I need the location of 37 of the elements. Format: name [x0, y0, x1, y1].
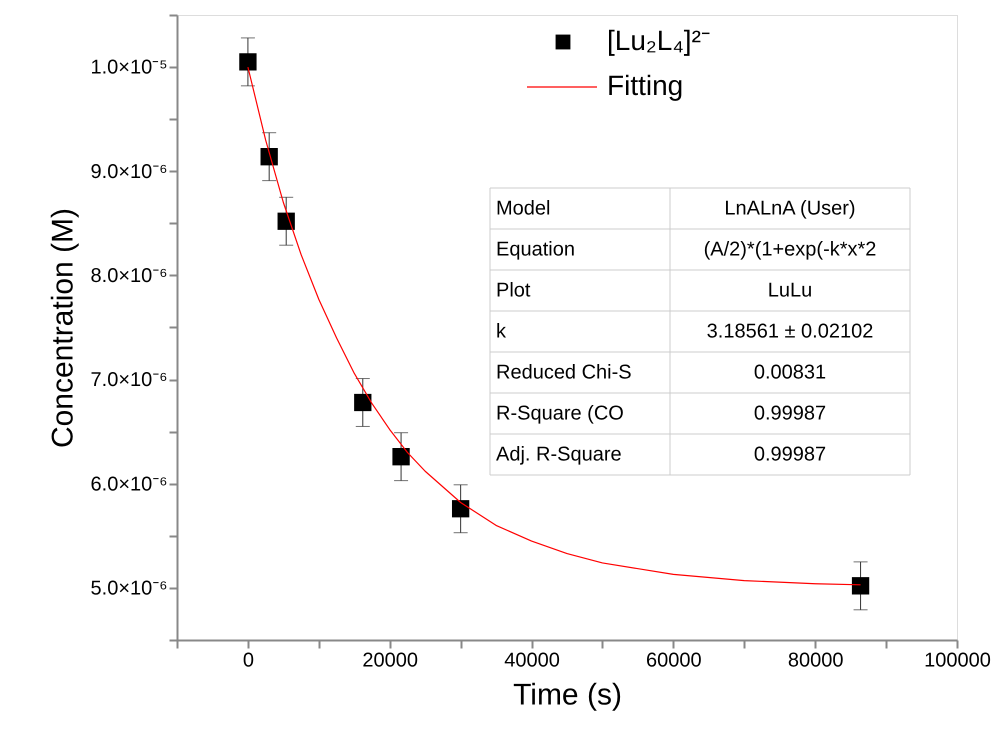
point [852, 577, 870, 594]
annotation: LuLu [768, 280, 812, 302]
point [260, 148, 278, 166]
annotation: R-Square (CO [496, 402, 624, 424]
annotation: Model [496, 198, 550, 220]
x-tick-label: 60000 [646, 650, 702, 672]
annotation: Reduced Chi-S [496, 362, 632, 384]
annotation: (A/2)*(1+exp(-k*x*2 [704, 238, 876, 260]
point [239, 53, 257, 71]
annotation: LnALnA (User) [724, 198, 856, 220]
x-tick-label: 20000 [362, 650, 418, 672]
annotation: Plot [496, 280, 531, 302]
y-tick-label: 1.0×10⁻⁵ [90, 56, 168, 79]
x-tick-label: 0 [242, 650, 254, 672]
annotation: Adj. R-Square [496, 444, 622, 466]
point [278, 212, 295, 230]
y-tick-label: 9.0×10⁻⁶ [90, 160, 168, 183]
x-tick-label: 100000 [924, 650, 991, 672]
point [392, 448, 410, 466]
y-tick-label: 5.0×10⁻⁶ [90, 577, 168, 600]
annotation: 0.99987 [754, 444, 826, 466]
annotation: Equation [496, 238, 575, 260]
y-tick-label: 6.0×10⁻⁶ [90, 473, 168, 496]
annotation: 0.99987 [754, 402, 826, 424]
x-axis-title: Time (s) [513, 678, 622, 712]
y-axis-title: Concentration (M) [46, 208, 80, 448]
point [354, 394, 372, 412]
y-tick-label: 7.0×10⁻⁶ [90, 369, 168, 392]
y-tick-label: 8.0×10⁻⁶ [90, 264, 168, 287]
legend-label: [Lu₂L₄]²⁻ [607, 25, 710, 56]
legend-label: Fitting [607, 70, 684, 101]
annotation: 0.00831 [754, 362, 826, 384]
annotation: 3.18561 ± 0.02102 [706, 320, 874, 342]
point [452, 500, 470, 518]
x-tick-label: 80000 [788, 650, 844, 672]
annotation: k [496, 320, 507, 342]
x-tick-label: 40000 [504, 650, 560, 672]
